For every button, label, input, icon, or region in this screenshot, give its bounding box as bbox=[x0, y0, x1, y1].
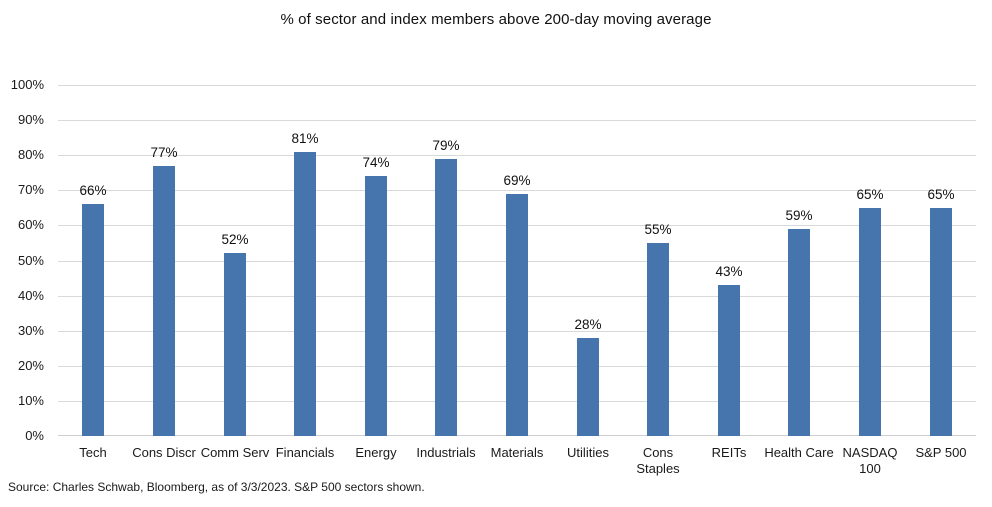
x-axis-label: Utilities bbox=[567, 445, 609, 460]
bar bbox=[224, 253, 246, 436]
chart-title: % of sector and index members above 200-… bbox=[280, 11, 712, 28]
bar bbox=[435, 159, 457, 436]
y-tick-label: 40% bbox=[17, 288, 44, 303]
x-axis-label: Health Care bbox=[764, 445, 834, 460]
bar-value-label: 65% bbox=[927, 187, 955, 202]
bar-value-label: 74% bbox=[362, 155, 390, 170]
bar bbox=[506, 194, 528, 436]
x-axis-label: Tech bbox=[79, 445, 107, 460]
bar bbox=[930, 208, 952, 436]
x-axis-label: NASDAQ 100 bbox=[842, 445, 898, 477]
gridline bbox=[58, 85, 976, 86]
bar bbox=[647, 243, 669, 436]
bar bbox=[294, 152, 316, 436]
y-tick-label: 20% bbox=[17, 358, 44, 373]
x-axis-label: Cons Discr bbox=[132, 445, 196, 460]
x-axis-label: Industrials bbox=[416, 445, 476, 460]
bar-value-label: 77% bbox=[150, 145, 178, 160]
bar-value-label: 55% bbox=[644, 222, 672, 237]
bar bbox=[577, 338, 599, 436]
x-axis-label: Financials bbox=[275, 445, 335, 460]
bar bbox=[859, 208, 881, 436]
x-axis-label: Materials bbox=[490, 445, 544, 460]
x-axis-label: REITs bbox=[711, 445, 747, 460]
bar-value-label: 59% bbox=[785, 208, 813, 223]
plot-area: 66% Tech 77% Cons Discr 52% Comm Serv 81% Finan… bbox=[58, 85, 976, 476]
bar-value-label: 28% bbox=[574, 317, 602, 332]
x-axis-label: Energy bbox=[355, 445, 397, 460]
bar-value-label: 81% bbox=[291, 131, 319, 146]
bar bbox=[82, 204, 104, 436]
bar bbox=[788, 229, 810, 436]
x-axis-label: Cons Staples bbox=[636, 445, 680, 477]
bar-value-label: 52% bbox=[221, 232, 249, 247]
y-tick-label: 70% bbox=[17, 182, 44, 197]
x-axis-label: S&P 500 bbox=[915, 445, 967, 460]
y-tick-label: 0% bbox=[25, 428, 44, 443]
bar-value-label: 66% bbox=[79, 183, 107, 198]
bar-value-label: 69% bbox=[503, 173, 531, 188]
y-tick-label: 10% bbox=[17, 393, 44, 408]
y-tick-label: 50% bbox=[17, 253, 44, 268]
bar-value-label: 79% bbox=[432, 138, 460, 153]
bar bbox=[153, 166, 175, 436]
source-note: Source: Charles Schwab, Bloomberg, as of… bbox=[8, 480, 425, 494]
gridline bbox=[58, 120, 976, 121]
bar-value-label: 43% bbox=[715, 264, 743, 279]
y-tick-label: 80% bbox=[17, 147, 44, 162]
y-tick-label: 60% bbox=[17, 217, 44, 232]
y-tick-label: 100% bbox=[10, 77, 44, 92]
gridline bbox=[58, 155, 976, 156]
y-tick-label: 90% bbox=[17, 112, 44, 127]
y-tick-label: 30% bbox=[17, 323, 44, 338]
bar bbox=[718, 285, 740, 436]
bar bbox=[365, 176, 387, 436]
bar-value-label: 65% bbox=[856, 187, 884, 202]
gridline bbox=[58, 190, 976, 191]
x-axis-label: Comm Serv bbox=[200, 445, 270, 460]
